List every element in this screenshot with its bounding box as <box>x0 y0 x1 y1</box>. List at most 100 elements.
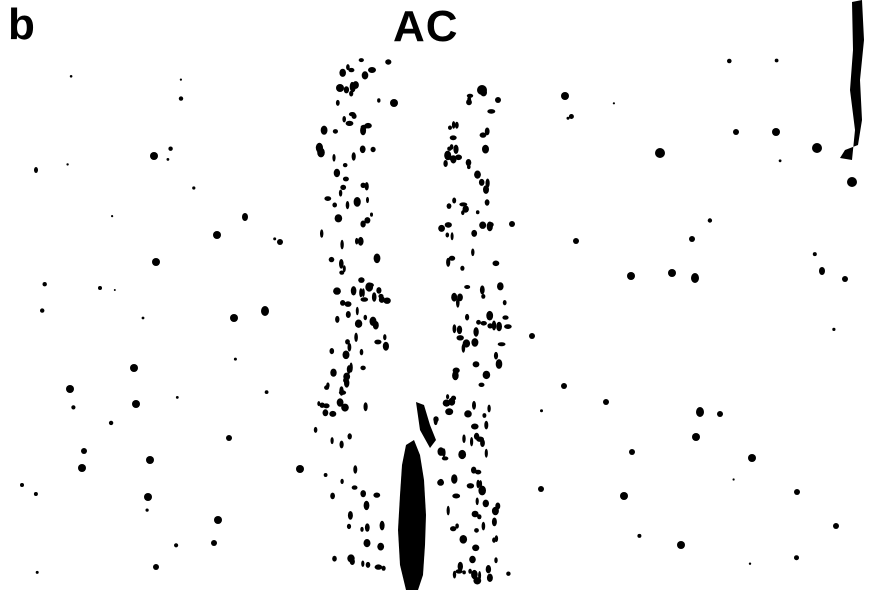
dot <box>340 478 344 484</box>
dot <box>315 142 323 153</box>
dot <box>448 397 456 406</box>
dot <box>340 300 346 306</box>
dot <box>727 58 732 64</box>
dot <box>379 520 385 531</box>
dot <box>368 67 376 73</box>
dot <box>492 260 500 267</box>
dot <box>566 116 570 120</box>
dot <box>320 125 328 135</box>
dot <box>812 252 817 257</box>
dot <box>494 557 498 564</box>
dot <box>504 324 512 329</box>
dot <box>345 339 350 345</box>
dot <box>360 182 366 188</box>
dot <box>444 150 452 161</box>
dot <box>361 71 369 80</box>
dot <box>474 528 479 533</box>
dot <box>451 121 456 129</box>
dot <box>130 364 138 372</box>
dot <box>336 398 344 407</box>
dot <box>612 102 616 105</box>
dot <box>332 555 337 562</box>
dot <box>458 449 467 460</box>
dot <box>354 319 363 328</box>
dot <box>502 300 507 306</box>
dot <box>833 523 839 529</box>
dot <box>454 121 459 129</box>
dot <box>692 433 700 441</box>
dot <box>355 237 359 245</box>
dot <box>446 203 452 209</box>
dot <box>456 335 464 341</box>
dot <box>568 114 574 119</box>
dot <box>340 239 344 250</box>
dot <box>497 282 504 291</box>
dot <box>655 148 665 158</box>
dot <box>66 163 69 166</box>
dot <box>146 456 154 464</box>
dot <box>476 319 481 325</box>
dot <box>459 535 468 544</box>
dot <box>488 222 494 228</box>
dot <box>495 359 503 369</box>
dot <box>385 59 392 65</box>
dot <box>40 308 45 313</box>
dot <box>277 239 283 245</box>
dot <box>264 390 269 394</box>
dot <box>358 58 364 63</box>
dot <box>372 320 379 330</box>
dot <box>456 298 460 308</box>
dot <box>359 348 364 356</box>
dot <box>772 128 780 136</box>
dot <box>226 435 232 441</box>
dot <box>230 314 238 322</box>
dot <box>330 368 337 377</box>
dot <box>346 523 352 530</box>
dot <box>471 569 478 580</box>
dot <box>347 433 352 440</box>
dot <box>342 265 346 273</box>
dot <box>360 365 366 371</box>
dot <box>573 238 579 244</box>
dot <box>717 411 723 417</box>
dot <box>361 560 365 567</box>
dot <box>471 466 477 474</box>
dot <box>166 158 170 161</box>
dot <box>466 483 475 489</box>
dot <box>484 127 490 136</box>
edge-artifact <box>840 0 864 160</box>
dot <box>343 86 350 94</box>
dot <box>471 248 475 257</box>
dot <box>474 170 481 179</box>
dot <box>481 521 486 531</box>
dot <box>371 292 377 302</box>
dot <box>472 544 480 552</box>
dot <box>464 410 472 418</box>
dot <box>150 152 158 160</box>
dot <box>455 523 459 529</box>
dot <box>812 143 822 153</box>
dot <box>491 320 497 331</box>
dot <box>360 297 369 302</box>
dot <box>192 186 196 190</box>
dot <box>214 516 222 524</box>
dot <box>450 232 454 241</box>
dot <box>69 75 73 78</box>
dot <box>98 286 102 290</box>
dot <box>336 84 344 92</box>
dot <box>353 465 358 474</box>
dot <box>81 448 87 454</box>
dot <box>448 255 456 261</box>
dot <box>152 258 160 266</box>
dot <box>482 499 489 508</box>
dot <box>211 540 217 546</box>
dot <box>448 125 452 130</box>
dot <box>179 78 182 81</box>
dot <box>344 378 350 388</box>
dot <box>359 288 363 298</box>
dot <box>509 221 515 227</box>
dot <box>452 493 461 499</box>
dot <box>506 571 511 576</box>
dot <box>347 554 355 563</box>
dot <box>350 286 357 296</box>
